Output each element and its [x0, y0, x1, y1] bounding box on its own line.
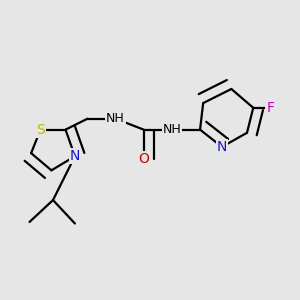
Text: F: F: [266, 101, 274, 115]
Text: N: N: [217, 140, 227, 154]
Text: N: N: [70, 149, 80, 163]
Text: NH: NH: [106, 112, 125, 125]
Text: S: S: [36, 123, 45, 137]
Text: O: O: [138, 152, 149, 167]
Text: NH: NH: [163, 123, 181, 136]
